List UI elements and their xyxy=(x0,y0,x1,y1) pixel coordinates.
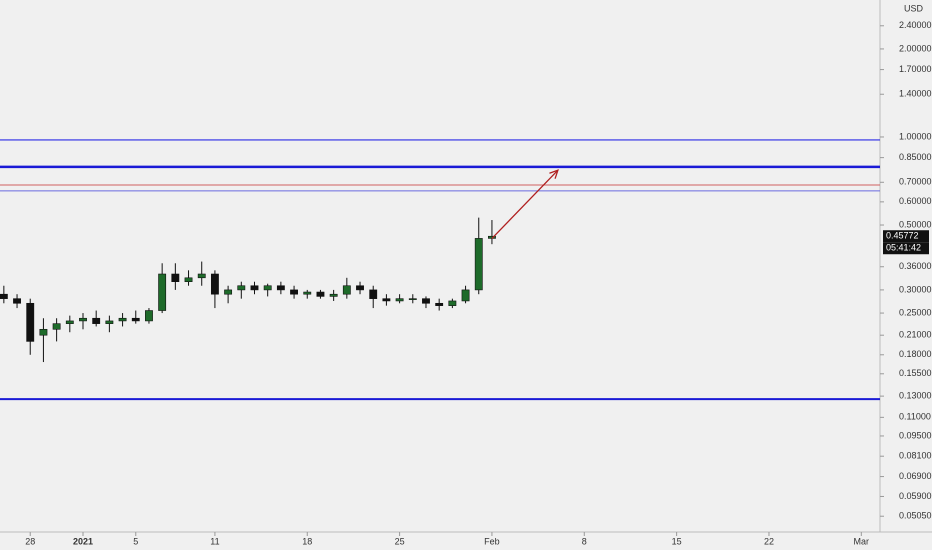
candle-body xyxy=(316,291,325,297)
y-tick-label: 0.09500 xyxy=(899,430,932,440)
candle-body xyxy=(210,273,219,295)
y-tick-label: 1.40000 xyxy=(899,89,932,99)
x-tick-label: Mar xyxy=(854,536,870,546)
candle-body xyxy=(408,298,417,300)
x-tick-label: 25 xyxy=(395,536,405,546)
candle-body xyxy=(448,300,457,306)
y-tick-label: 0.11000 xyxy=(899,412,931,422)
candle-body xyxy=(276,285,285,291)
candle-body xyxy=(342,285,351,295)
x-tick-label: Feb xyxy=(484,536,500,546)
candle-body xyxy=(263,285,272,291)
y-tick-label: 1.00000 xyxy=(899,131,932,141)
y-tick-label: 0.13000 xyxy=(899,390,932,400)
candle-body xyxy=(26,302,35,342)
x-tick-label: 8 xyxy=(582,536,587,546)
candle-body xyxy=(422,298,430,304)
candle-body xyxy=(118,317,127,322)
candle-body xyxy=(145,310,153,322)
countdown-label: 05:41:42 xyxy=(886,243,921,253)
y-tick-label: 2.40000 xyxy=(899,20,932,30)
y-tick-label: 0.08100 xyxy=(899,451,932,461)
y-tick-label: 0.06900 xyxy=(899,471,932,481)
last-price-tag xyxy=(883,230,929,243)
candle-body xyxy=(250,285,259,291)
candle-body xyxy=(303,291,312,295)
y-tick-label: 0.60000 xyxy=(899,196,932,206)
candle-body xyxy=(131,317,140,322)
candle-body xyxy=(92,317,101,324)
y-tick-label: 0.21000 xyxy=(899,330,932,340)
candle-body xyxy=(329,293,338,297)
candle-body xyxy=(13,298,21,304)
y-tick-label: 0.50000 xyxy=(899,219,932,229)
last-price-label: 0.45772 xyxy=(886,231,919,241)
candle-body xyxy=(0,293,8,299)
x-tick-label: 18 xyxy=(302,536,312,546)
x-tick-label: 22 xyxy=(764,536,774,546)
candle-body xyxy=(356,285,364,291)
arrow-line xyxy=(491,169,559,239)
y-tick-label: 2.00000 xyxy=(899,43,932,53)
y-tick-label: 0.30000 xyxy=(899,284,932,294)
candle-body xyxy=(52,323,61,330)
candle-body xyxy=(461,289,470,302)
y-tick-label: 0.70000 xyxy=(899,177,932,187)
candle-body xyxy=(435,302,444,306)
arrow-head xyxy=(549,169,559,179)
candle-body xyxy=(237,285,246,291)
candle-body xyxy=(65,320,74,324)
candle-body xyxy=(158,273,167,311)
candle-body xyxy=(224,289,233,295)
x-tick-label: 2021 xyxy=(73,536,93,546)
candle-body xyxy=(79,317,87,322)
candle-body xyxy=(105,320,114,324)
y-tick-label: 0.25000 xyxy=(899,307,932,317)
candle-body xyxy=(184,277,193,283)
candle-body xyxy=(474,238,483,291)
x-tick-label: 5 xyxy=(133,536,138,546)
candle-body xyxy=(369,289,378,299)
y-tick-label: 0.15500 xyxy=(899,368,932,378)
x-tick-label: 28 xyxy=(25,536,35,546)
y-tick-label: 1.70000 xyxy=(899,64,932,74)
candle-body xyxy=(290,289,298,295)
y-tick-label: 0.85000 xyxy=(899,152,932,162)
candle-body xyxy=(39,328,48,336)
y-tick-label: 0.18000 xyxy=(899,349,932,359)
x-tick-label: 15 xyxy=(672,536,682,546)
candle-body xyxy=(197,273,206,279)
y-tick-label: 0.36000 xyxy=(899,261,932,271)
candle-body xyxy=(382,298,391,302)
candle-body xyxy=(171,273,180,283)
currency-label: USD xyxy=(904,3,924,13)
y-tick-label: 0.05050 xyxy=(899,511,932,521)
countdown-tag xyxy=(883,242,929,255)
x-tick-label: 11 xyxy=(210,536,219,546)
candle-body xyxy=(395,298,404,302)
y-tick-label: 0.05900 xyxy=(899,491,932,501)
